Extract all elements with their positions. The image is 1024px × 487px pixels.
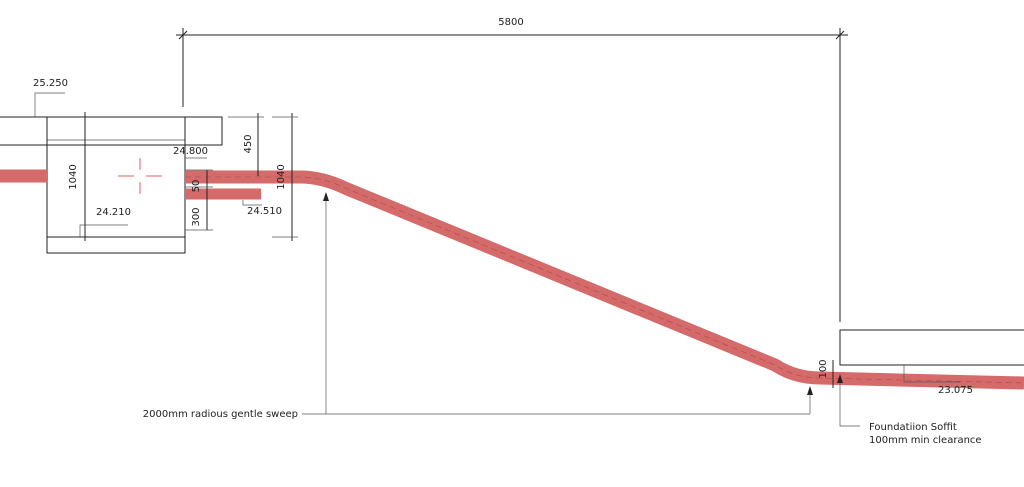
level-label: 25.250 bbox=[33, 78, 68, 89]
annotation: Foundatiion Soffit bbox=[869, 422, 957, 433]
pipe-dimensions bbox=[185, 113, 298, 241]
dim-text: 450 bbox=[243, 134, 254, 153]
annotation: 100mm min clearance bbox=[869, 435, 982, 446]
pipes bbox=[0, 169, 1024, 390]
left-structure bbox=[0, 92, 223, 254]
level-label: 23.075 bbox=[938, 385, 973, 396]
right-structure bbox=[832, 329, 1024, 427]
level-label: 24.210 bbox=[96, 207, 131, 218]
level-label: 24.510 bbox=[247, 206, 282, 217]
dim-text: 300 bbox=[191, 207, 202, 226]
dim-text: 5800 bbox=[498, 17, 523, 28]
dim-text: 1040 bbox=[68, 164, 79, 189]
crosshair bbox=[118, 158, 162, 194]
sweep-leader bbox=[302, 192, 843, 415]
level-label: 24.800 bbox=[173, 146, 208, 157]
dim-text: 50 bbox=[191, 180, 202, 193]
dim-text: 100 bbox=[818, 359, 829, 378]
dim-text: 1040 bbox=[276, 164, 287, 189]
top-dimension bbox=[176, 28, 848, 322]
annotation: 2000mm radious gentle sweep bbox=[143, 409, 298, 420]
